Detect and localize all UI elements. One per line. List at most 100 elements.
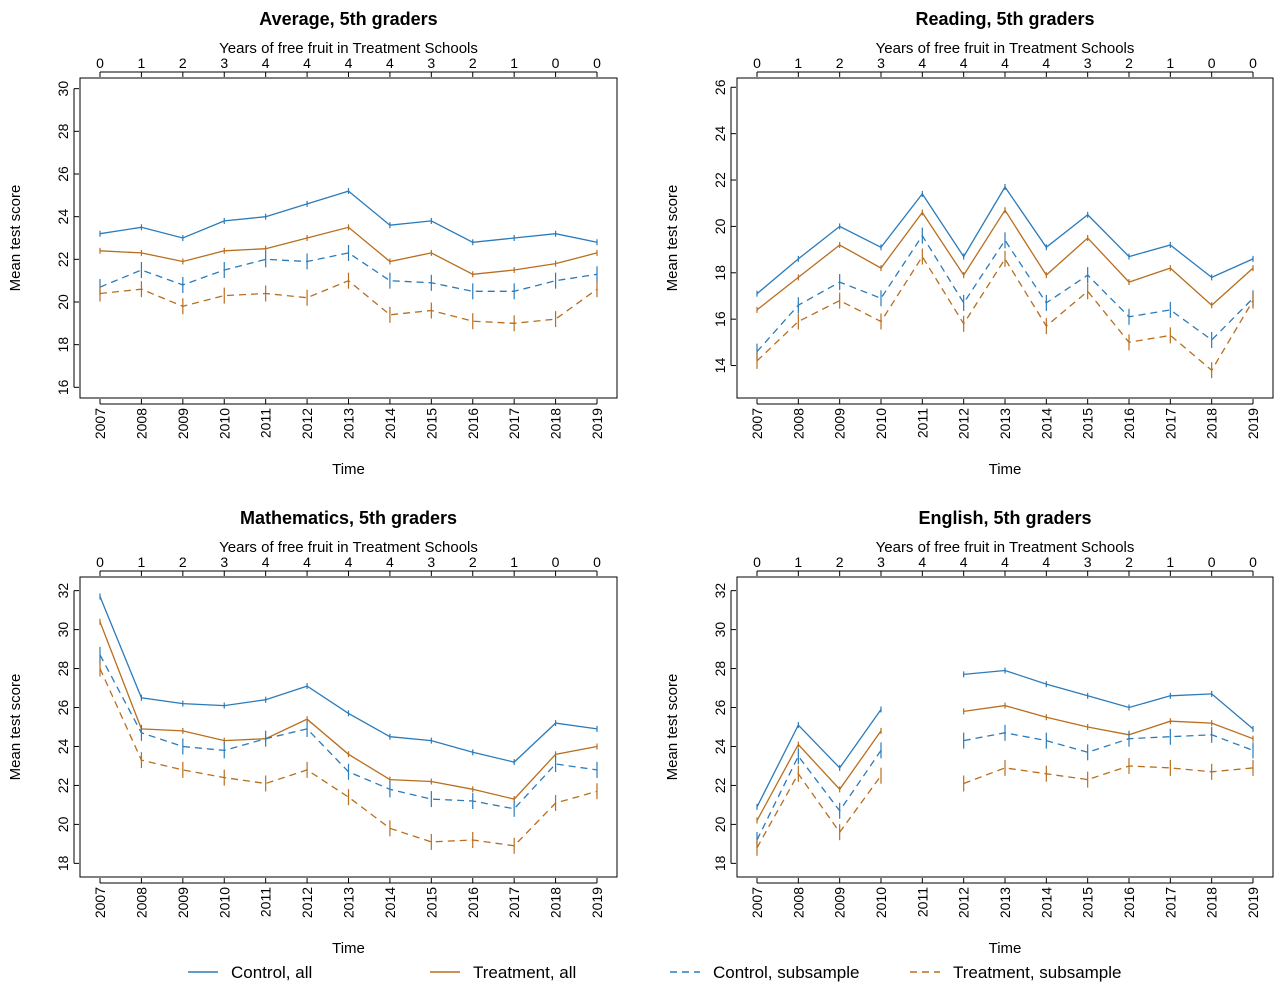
y-tick-label: 24 <box>712 126 728 142</box>
top-tick-label: 4 <box>386 55 394 71</box>
series-line-3 <box>756 750 882 841</box>
top-tick-label: 4 <box>960 554 968 570</box>
x-tick-label: 2017 <box>506 408 522 439</box>
y-tick-label: 20 <box>55 294 71 310</box>
x-tick-label: 2016 <box>1121 887 1137 918</box>
y-tick-label: 26 <box>712 79 728 95</box>
top-axis-label: Years of free fruit in Treatment Schools <box>876 40 1135 57</box>
y-tick-label: 22 <box>712 777 728 793</box>
top-axis-label: Years of free fruit in Treatment Schools <box>876 539 1135 556</box>
series-line-2 <box>963 704 1254 740</box>
x-tick-label: 2018 <box>548 887 564 918</box>
x-tick-label: 2011 <box>914 408 930 438</box>
legend-label-4: Treatment, subsample <box>953 963 1122 982</box>
x-tick-label: 2013 <box>997 408 1013 439</box>
top-tick-label: 0 <box>753 55 761 71</box>
top-tick-label: 2 <box>1125 554 1133 570</box>
top-tick-label: 2 <box>469 554 477 570</box>
x-tick-label: 2009 <box>175 408 191 439</box>
x-tick-label: 2014 <box>382 887 398 918</box>
top-tick-label: 0 <box>593 554 601 570</box>
plot-frame <box>79 77 618 399</box>
legend-label-3: Control, subsample <box>713 963 859 982</box>
top-tick-label: 4 <box>303 55 311 71</box>
y-tick-label: 20 <box>712 218 728 234</box>
top-tick-label: 4 <box>918 55 926 71</box>
x-tick-label: 2010 <box>216 408 232 439</box>
x-tick-label: 2012 <box>299 408 315 439</box>
top-tick-label: 3 <box>1084 55 1092 71</box>
x-tick-label: 2015 <box>423 887 439 918</box>
top-tick-label: 4 <box>262 554 270 570</box>
y-tick-label: 22 <box>55 777 71 793</box>
x-tick-label: 2014 <box>1038 887 1054 918</box>
y-tick-label: 26 <box>55 166 71 182</box>
top-tick-label: 2 <box>469 55 477 71</box>
x-tick-label: 2018 <box>1204 408 1220 439</box>
top-tick-label: 3 <box>220 554 228 570</box>
x-tick-label: 2007 <box>92 887 108 918</box>
series-line-1 <box>963 669 1254 730</box>
x-tick-label: 2016 <box>465 887 481 918</box>
x-tick-label: 2016 <box>1121 408 1137 439</box>
x-tick-label: 2016 <box>465 408 481 439</box>
x-tick-label: 2009 <box>175 887 191 918</box>
y-tick-label: 18 <box>55 855 71 871</box>
x-tick-label: 2007 <box>749 887 765 918</box>
series-line-4 <box>963 765 1254 785</box>
x-axis-title: Time <box>989 940 1022 957</box>
y-tick-label: 18 <box>55 337 71 353</box>
y-tick-label: 32 <box>55 583 71 599</box>
y-tick-label: 26 <box>55 700 71 716</box>
y-tick-label: 26 <box>712 700 728 716</box>
panel-2: Reading, 5th graders Years of free fruit … <box>664 9 1274 478</box>
x-tick-label: 2008 <box>133 408 149 439</box>
top-tick-label: 4 <box>1001 55 1009 71</box>
plot-frame <box>79 576 618 878</box>
series-line-2 <box>756 730 882 821</box>
x-tick-label: 2007 <box>749 408 765 439</box>
top-tick-label: 1 <box>138 55 146 71</box>
x-tick-label: 2019 <box>1245 408 1261 439</box>
top-tick-label: 4 <box>918 554 926 570</box>
y-tick-label: 32 <box>712 583 728 599</box>
x-axis-title: Time <box>332 940 365 957</box>
top-tick-label: 2 <box>179 55 187 71</box>
top-tick-label: 1 <box>794 554 802 570</box>
top-tick-label: 3 <box>877 55 885 71</box>
top-axis-label: Years of free fruit in Treatment Schools <box>219 40 478 57</box>
x-axis-title: Time <box>332 461 365 478</box>
plot-frame <box>736 77 1274 399</box>
x-tick-label: 2012 <box>956 408 972 439</box>
x-tick-label: 2017 <box>1162 408 1178 439</box>
x-tick-label: 2014 <box>1038 408 1054 439</box>
top-tick-label: 1 <box>794 55 802 71</box>
top-tick-label: 3 <box>220 55 228 71</box>
y-tick-label: 28 <box>55 123 71 139</box>
top-tick-label: 4 <box>262 55 270 71</box>
top-tick-label: 1 <box>1166 55 1174 71</box>
x-tick-label: 2008 <box>790 887 806 918</box>
x-tick-label: 2009 <box>832 887 848 918</box>
series-line-1 <box>99 596 598 763</box>
x-tick-label: 2017 <box>1162 887 1178 918</box>
y-tick-label: 16 <box>55 379 71 395</box>
x-tick-label: 2007 <box>92 408 108 439</box>
y-tick-label: 22 <box>712 172 728 188</box>
y-axis-title: Mean test score <box>7 674 24 781</box>
panel-title: Mathematics, 5th graders <box>240 508 457 528</box>
top-tick-label: 0 <box>593 55 601 71</box>
top-tick-label: 0 <box>1208 554 1216 570</box>
panel-title: English, 5th graders <box>918 508 1091 528</box>
x-tick-label: 2018 <box>548 408 564 439</box>
top-tick-label: 0 <box>1249 55 1257 71</box>
y-axis-title: Mean test score <box>7 185 24 292</box>
top-tick-label: 4 <box>1042 554 1050 570</box>
x-tick-label: 2019 <box>1245 887 1261 918</box>
top-tick-label: 0 <box>96 55 104 71</box>
series-line-4 <box>756 255 1254 372</box>
x-tick-label: 2012 <box>956 887 972 918</box>
top-tick-label: 1 <box>510 554 518 570</box>
y-tick-label: 16 <box>712 311 728 327</box>
